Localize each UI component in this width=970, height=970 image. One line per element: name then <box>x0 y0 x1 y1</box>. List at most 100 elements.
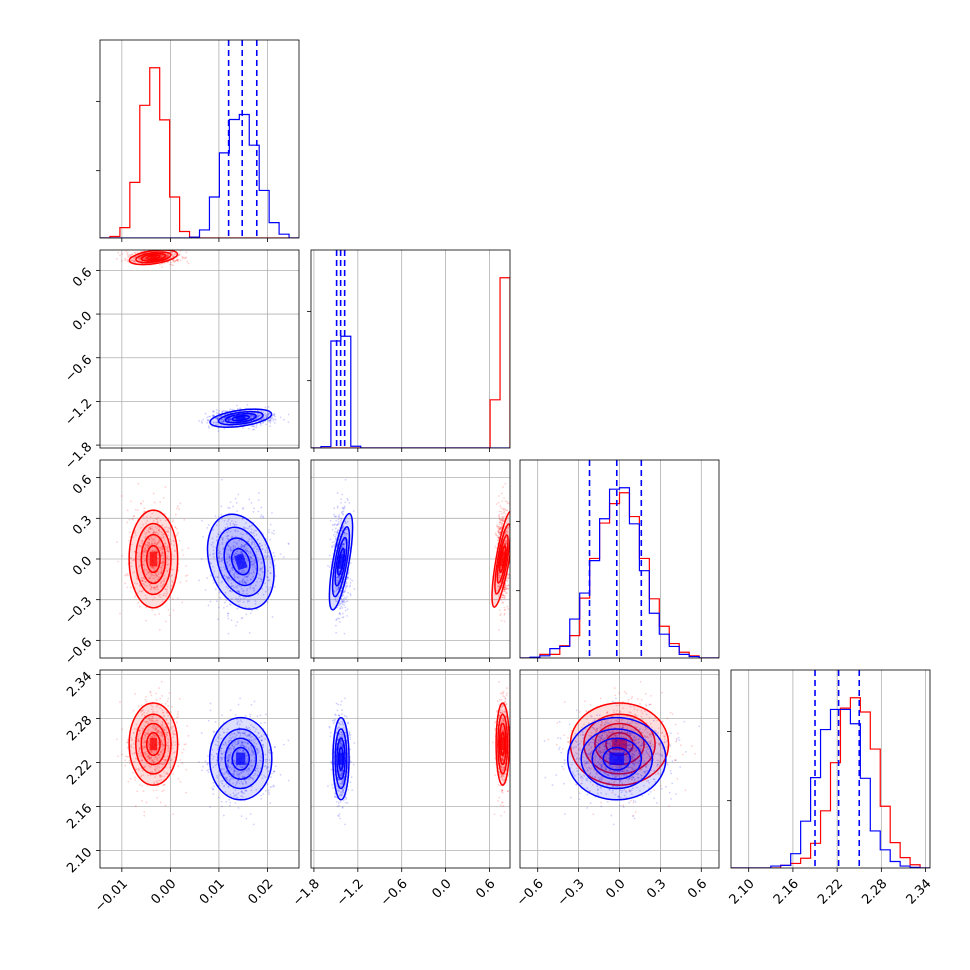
scatter-point <box>339 591 341 594</box>
scatter-point <box>500 598 503 601</box>
scatter-point <box>504 595 507 598</box>
scatter-point <box>337 518 340 521</box>
scatter-point <box>134 805 137 808</box>
scatter-point <box>148 561 151 564</box>
scatter-point <box>499 518 501 521</box>
scatter-point <box>236 621 239 623</box>
scatter-point <box>500 619 503 622</box>
scatter-point <box>141 579 144 582</box>
scatter-point <box>165 530 167 533</box>
scatter-point <box>226 418 229 421</box>
scatter-point <box>503 612 506 615</box>
scatter-point <box>499 531 502 534</box>
scatter-point <box>335 579 338 582</box>
scatter-point <box>342 600 345 603</box>
scatter-point <box>246 600 249 603</box>
contours-red <box>128 509 179 609</box>
scatter-point <box>274 575 277 577</box>
scatter-point <box>230 548 233 551</box>
scatter-point <box>340 597 343 600</box>
scatter-point <box>200 420 203 423</box>
scatter-point <box>236 584 239 587</box>
y-tick-label: 0.6 <box>70 265 95 290</box>
scatter-point <box>139 257 141 260</box>
scatter-point <box>216 417 219 420</box>
scatter-point <box>346 497 349 500</box>
scatter-point <box>255 545 258 548</box>
scatter-point <box>242 526 245 529</box>
scatter-point <box>160 572 163 574</box>
scatter-point <box>147 558 150 561</box>
scatter-point <box>162 584 165 586</box>
scatter-point <box>340 521 342 524</box>
scatter-point <box>505 588 508 591</box>
density-peak <box>149 551 158 567</box>
scatter-point <box>167 550 170 553</box>
scatter-point <box>236 572 238 575</box>
scatter-point <box>505 542 508 545</box>
scatter-point <box>212 421 215 424</box>
scatter-point <box>243 545 246 548</box>
scatter-point <box>185 579 188 582</box>
scatter-point <box>503 588 506 591</box>
scatter-point <box>152 531 155 534</box>
x-tick-label: 2.28 <box>859 876 890 907</box>
scatter-point <box>169 575 171 578</box>
scatter-point <box>150 586 153 589</box>
scatter-point <box>511 554 513 556</box>
scatter-point <box>237 576 240 579</box>
scatter-point <box>159 697 162 700</box>
scatter-point <box>250 560 252 563</box>
scatter-point <box>227 617 230 620</box>
scatter-point <box>256 548 259 551</box>
scatter-point <box>167 773 169 775</box>
scatter-point <box>155 698 158 701</box>
panel-frame <box>99 249 300 449</box>
scatter-point <box>163 526 166 529</box>
scatter-point <box>234 545 237 548</box>
scatter-point <box>148 756 151 759</box>
scatter-point <box>257 419 260 422</box>
scatter-point <box>251 415 253 417</box>
scatter-point <box>502 590 505 593</box>
scatter-point <box>212 553 214 556</box>
density-peak <box>234 553 248 571</box>
scatter-point <box>124 574 127 577</box>
scatter-point <box>272 413 275 416</box>
scatter-point <box>126 521 129 524</box>
scatter-point <box>216 418 219 420</box>
scatter-point <box>497 534 499 537</box>
scatter-point <box>226 526 229 528</box>
scatter-point <box>165 526 168 528</box>
scatter-point <box>498 584 501 586</box>
scatter-point <box>229 501 232 504</box>
scatter-point <box>158 687 161 689</box>
scatter-point <box>242 569 245 572</box>
scatter-point <box>178 743 181 746</box>
scatter-point <box>171 253 174 256</box>
scatter-point <box>253 425 256 428</box>
scatter-point <box>171 580 173 583</box>
scatter-point <box>262 421 265 424</box>
scatter-point <box>156 796 159 799</box>
scatter-point <box>333 507 336 510</box>
scatter-point <box>139 584 141 587</box>
scatter-point <box>245 576 248 578</box>
scatter-point <box>260 514 263 516</box>
scatter-point <box>510 580 512 582</box>
scatter-point <box>335 533 338 536</box>
scatter-point <box>335 588 338 591</box>
scatter-point <box>213 415 215 417</box>
scatter-point <box>256 538 259 541</box>
scatter-point <box>265 416 267 419</box>
scatter-point <box>165 733 168 736</box>
scatter-point <box>170 584 173 587</box>
scatter-point <box>164 546 167 548</box>
scatter-point <box>156 584 159 587</box>
scatter-point <box>341 529 344 531</box>
scatter-point <box>348 585 351 588</box>
scatter-point <box>273 418 275 420</box>
scatter-point <box>250 542 253 544</box>
scatter-point <box>260 506 263 509</box>
scatter-point <box>141 539 144 542</box>
